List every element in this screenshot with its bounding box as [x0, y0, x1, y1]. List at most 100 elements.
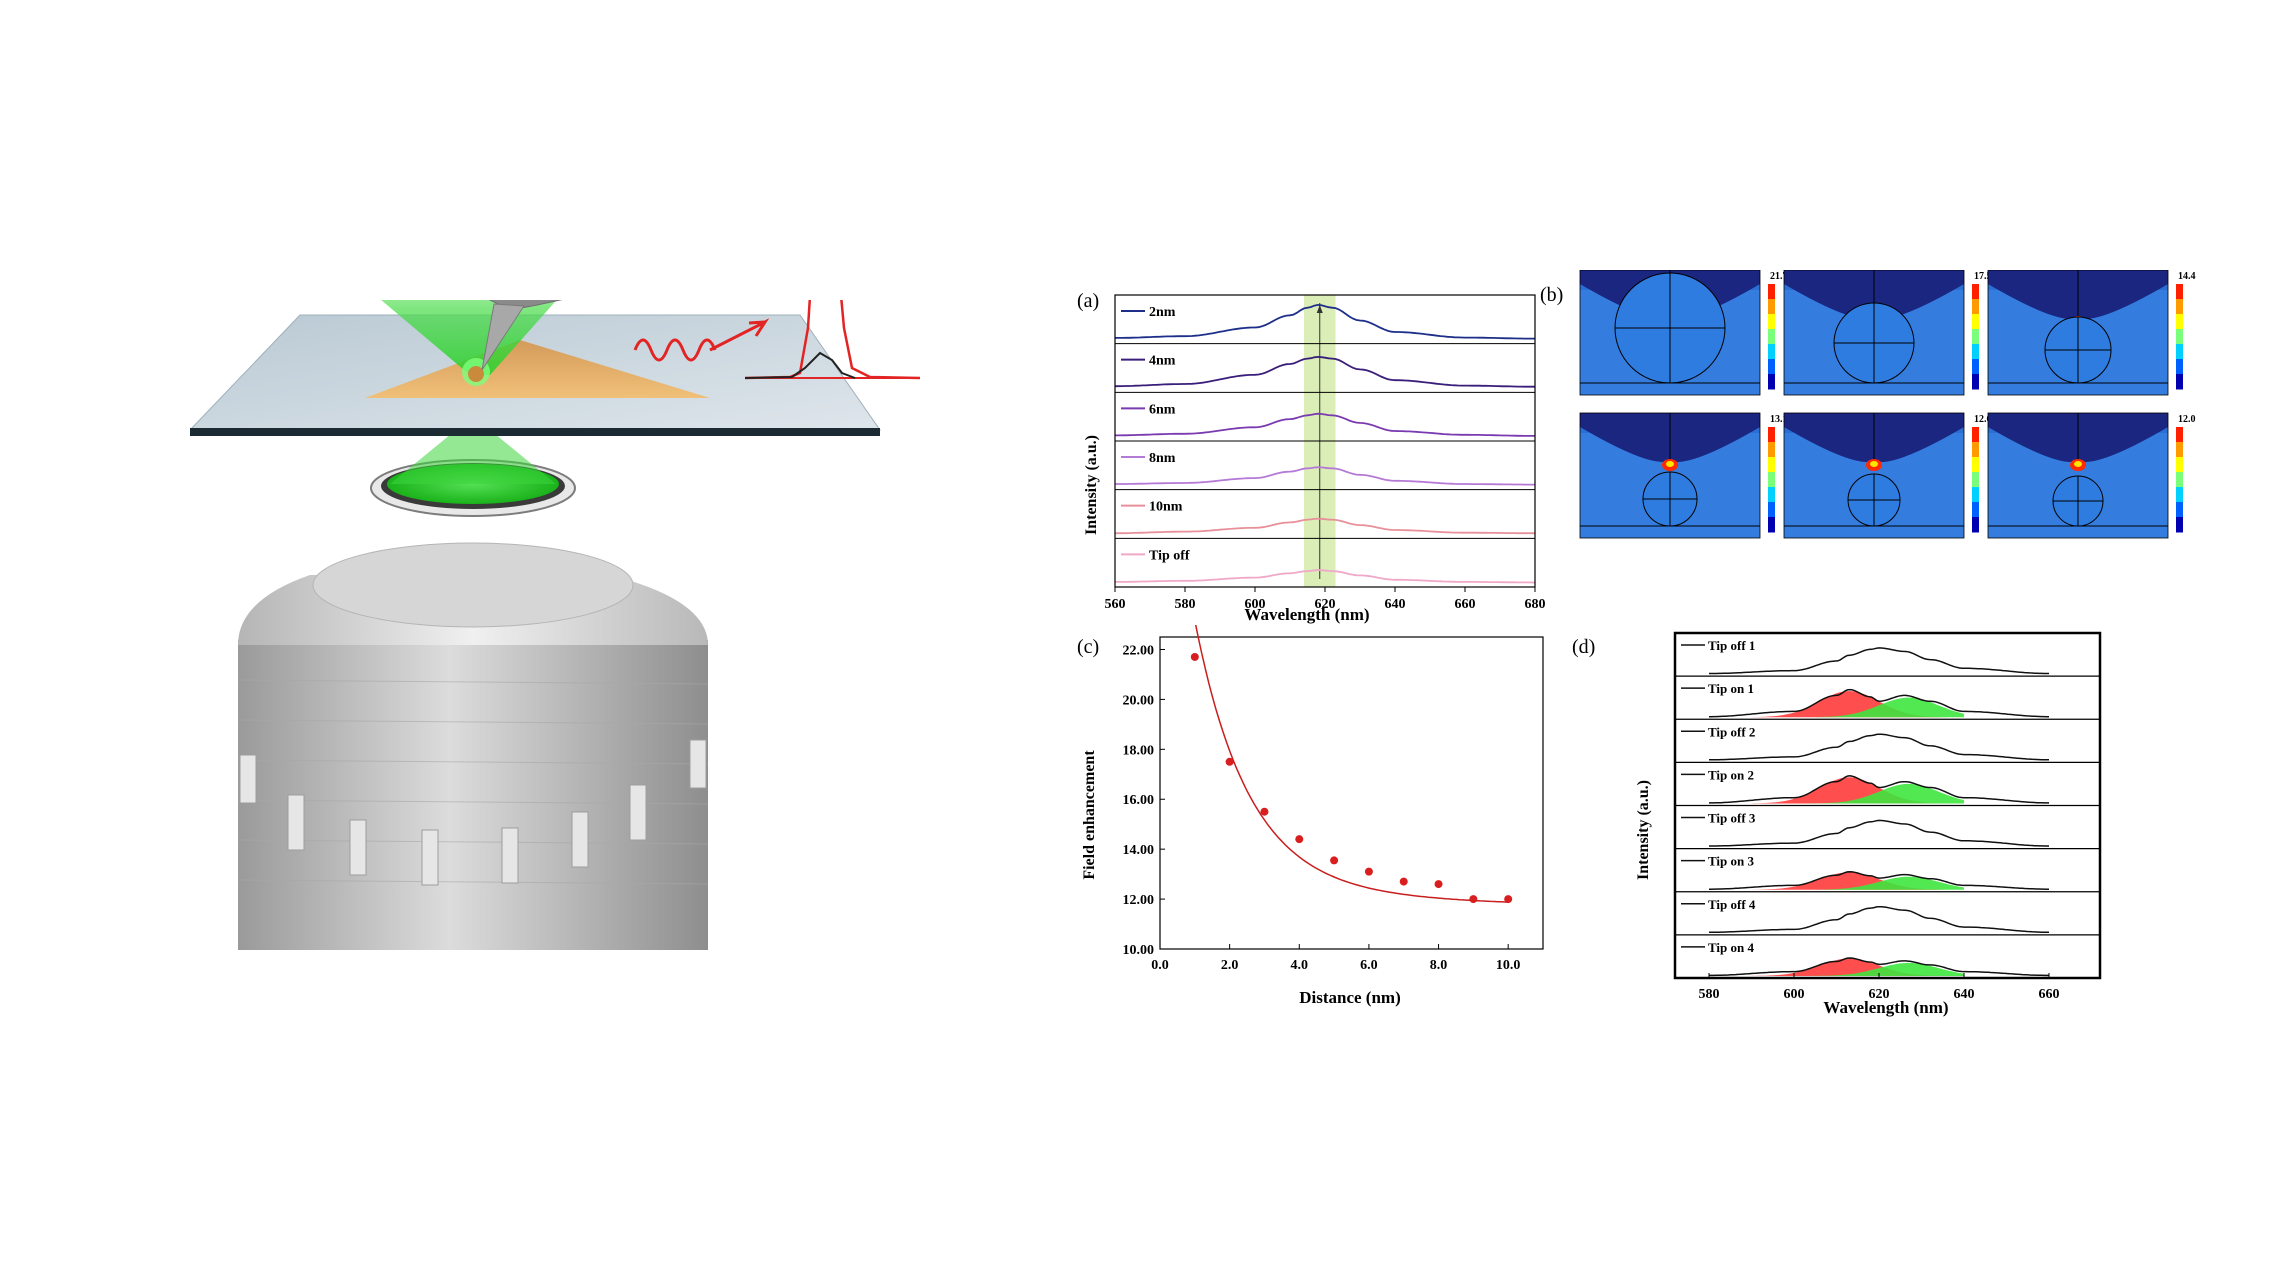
data-point — [1364, 867, 1373, 876]
objective-clips — [239, 739, 707, 886]
y-tick-label: 20.00 — [1123, 693, 1155, 708]
spectrum-line — [1709, 819, 2049, 847]
colorbar-segment — [2176, 344, 2183, 360]
colorbar-segment — [2176, 487, 2183, 503]
legend-label: Tip off 2 — [1708, 724, 1755, 739]
y-tick-label: 18.00 — [1123, 743, 1155, 758]
afm-tip — [481, 303, 525, 371]
field-map-cell: 12.6 — [1783, 412, 1992, 539]
fit-curve — [1194, 625, 1509, 903]
field-map-cell: 12.0 — [1987, 412, 2196, 539]
spectrum-line — [1709, 733, 2049, 761]
plot-frame — [1159, 636, 1544, 950]
panel-b-field-maps: 21.7 17.5 14.4 13.1 12.6 12.0 — [1579, 269, 2196, 539]
cell-frame — [1783, 412, 1965, 539]
x-tick-label: 640 — [1954, 987, 1975, 1002]
colorbar-max-label: 21.7 — [1770, 271, 1788, 282]
spectrum-line — [1709, 870, 2049, 890]
spectrum-line — [1709, 775, 2049, 804]
colorbar-segment — [1972, 359, 1979, 375]
panel-a: (a) 2nm 4nm 6nm 8nm 10nm Tip off 560 580 600 620 6… — [1077, 290, 1546, 624]
colorbar-segment — [2176, 517, 2183, 533]
legend-label: Tip off — [1149, 548, 1190, 563]
field-map-cell: 17.5 — [1783, 269, 1992, 396]
green-gaussian-fill — [1751, 697, 1964, 718]
plot-frame — [1673, 631, 2102, 980]
emission-arrow — [709, 318, 770, 352]
red-gaussian-fill — [1751, 958, 1964, 976]
colorbar-segment — [1972, 299, 1979, 315]
colorbar-segment — [1972, 442, 1979, 458]
colorbar-segment — [1768, 314, 1775, 330]
colorbar-segment — [2176, 442, 2183, 458]
panel-c-ylabel: Field enhancement — [1081, 750, 1098, 880]
ters-setup-illustration — [190, 300, 921, 950]
colorbar-segment — [1972, 487, 1979, 503]
colorbar-max-label: 17.5 — [1974, 271, 1992, 282]
hotspot-core — [1666, 461, 1674, 467]
panel-c-xlabel: Distance (nm) — [1299, 988, 1401, 1007]
data-point — [1399, 877, 1408, 886]
colorbar-segment — [1972, 284, 1979, 300]
data-point — [1434, 880, 1443, 889]
panel-a-xlabel: Wavelength (nm) — [1244, 605, 1369, 624]
panel-a-ylabel: Intensity (a.u.) — [1083, 435, 1100, 535]
y-tick-label: 12.00 — [1123, 893, 1155, 908]
panel-d-letter: (d) — [1572, 636, 1595, 658]
x-tick-label: 680 — [1525, 597, 1546, 612]
field-map-cell: 14.4 — [1987, 269, 2196, 396]
colorbar-segment — [1972, 374, 1979, 390]
red-gaussian-fill — [1751, 691, 1964, 718]
colorbar-segment — [2176, 472, 2183, 488]
x-tick-label: 620 — [1315, 597, 1336, 612]
legend-label: Tip off 3 — [1708, 811, 1756, 826]
colorbar-segment — [1768, 427, 1775, 443]
green-gaussian-fill — [1751, 876, 1964, 890]
cell-frame — [1987, 269, 2169, 396]
colorbar-segment — [1972, 344, 1979, 360]
data-point — [1295, 835, 1304, 844]
colorbar-segment — [1768, 284, 1775, 300]
data-point — [1260, 807, 1269, 816]
x-tick-label: 580 — [1175, 597, 1196, 612]
colorbar-segment — [1768, 374, 1775, 390]
cell-frame — [1987, 412, 2169, 539]
green-gaussian-fill — [1751, 962, 1964, 976]
nanoparticle — [468, 366, 484, 382]
x-tick-label: 640 — [1385, 597, 1406, 612]
objective-rim — [312, 542, 634, 628]
x-tick-label: 600 — [1245, 597, 1266, 612]
panel-d-ylabel: Intensity (a.u.) — [1635, 780, 1652, 880]
colorbar-max-label: 12.0 — [2178, 414, 2196, 425]
colorbar-segment — [2176, 457, 2183, 473]
panel-a-letter: (a) — [1077, 290, 1099, 312]
emission-wave — [633, 338, 717, 362]
colorbar-segment — [1972, 457, 1979, 473]
colorbar-max-label: 14.4 — [2178, 271, 2196, 282]
colorbar-segment — [1768, 472, 1775, 488]
colorbar-segment — [1972, 472, 1979, 488]
colorbar-segment — [1768, 457, 1775, 473]
legend-label: 4nm — [1149, 354, 1176, 369]
x-tick-label: 660 — [1455, 597, 1476, 612]
inset-spectrum-black — [744, 351, 856, 379]
colorbar-segment — [1972, 502, 1979, 518]
colorbar-segment — [1972, 517, 1979, 533]
inset-spectrum-red — [744, 300, 921, 380]
cell-frame — [1579, 412, 1761, 539]
colorbar-segment — [1768, 299, 1775, 315]
panel-c: (c) 10.00 12.00 14.00 16.00 18.00 20.00 22.00 0… — [1077, 625, 1544, 1007]
panel-c-plot: 10.00 12.00 14.00 16.00 18.00 20.00 22.00 0.0 2.… — [1123, 625, 1544, 973]
red-gaussian-fill — [1751, 777, 1964, 804]
colorbar-segment — [2176, 502, 2183, 518]
panel-b-letter: (b) — [1540, 284, 1563, 306]
spectrum-line — [1115, 412, 1535, 437]
colorbar-segment — [1768, 329, 1775, 345]
peak-shift-arrowhead — [1316, 305, 1323, 313]
legend-label: Tip on 4 — [1708, 940, 1755, 955]
panel-d-xlabel: Wavelength (nm) — [1823, 998, 1948, 1017]
data-point — [1504, 895, 1513, 904]
data-point — [1225, 757, 1234, 766]
